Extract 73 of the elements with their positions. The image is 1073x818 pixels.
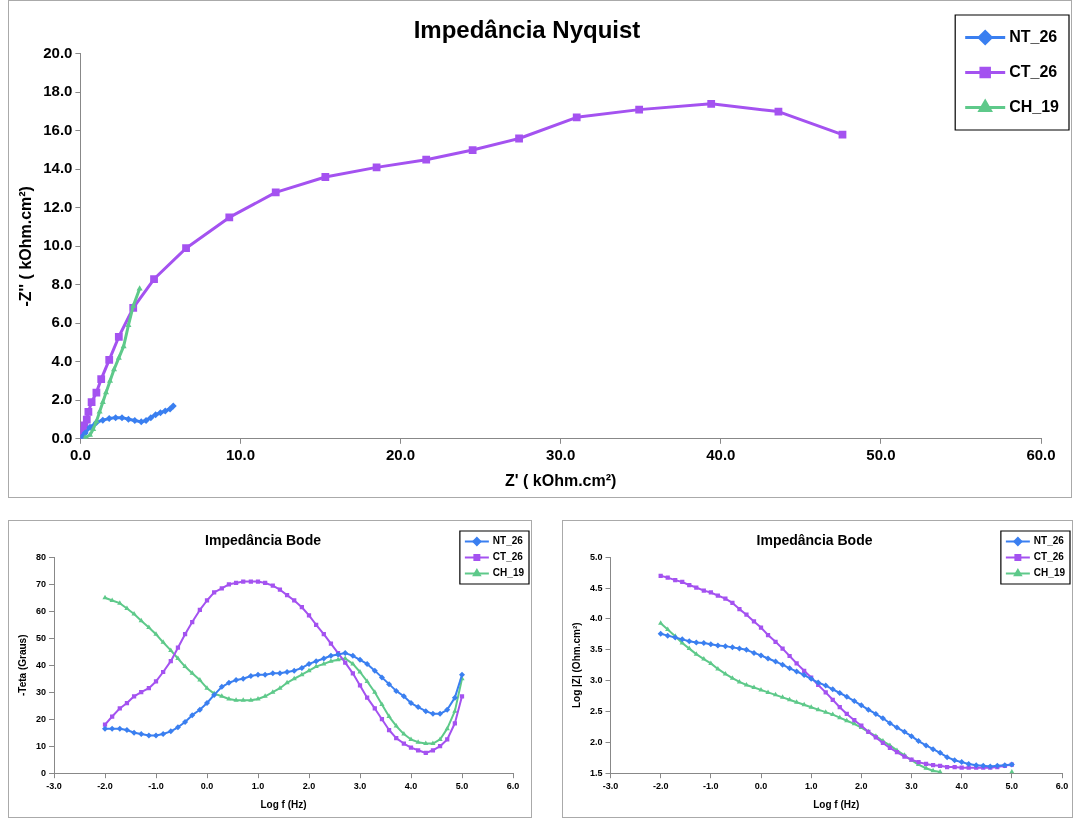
y-tick-label: 70: [36, 578, 47, 589]
x-tick-label: 40.0: [706, 445, 736, 463]
x-axis-title: Z' ( kOhm.cm²): [505, 471, 617, 489]
chart-title: Impedância Nyquist: [413, 16, 641, 44]
x-tick-label: 2.0: [855, 781, 868, 792]
y-tick-label: 3.5: [590, 644, 603, 655]
x-tick-label: 10.0: [225, 445, 256, 463]
y-tick-label: 50: [36, 632, 47, 643]
y-tick-label: 5.0: [590, 551, 603, 562]
y-tick-label: 20: [36, 713, 47, 724]
x-tick-label: 0.0: [69, 445, 91, 463]
x-tick-label: 5.0: [1005, 781, 1019, 792]
y-axis-title: -Teta (Graus): [16, 634, 28, 696]
chart-title: Impedância Bode: [756, 531, 873, 548]
y-tick-label: 14.0: [43, 159, 73, 177]
x-tick-label: 1.0: [804, 781, 818, 792]
x-tick-label: 6.0: [506, 781, 520, 792]
x-tick-label: -3.0: [602, 781, 619, 792]
y-tick-label: 12.0: [43, 197, 73, 215]
y-tick-label: 2.5: [590, 706, 603, 716]
x-tick-label: 3.0: [905, 781, 918, 792]
legend-label: NT_26: [1009, 27, 1058, 45]
x-tick-label: 1.0: [251, 781, 265, 792]
legend-label: NT_26: [492, 535, 524, 547]
y-tick-label: 4.5: [590, 582, 603, 593]
y-tick-label: 40: [36, 659, 47, 670]
x-tick-label: 2.0: [302, 781, 316, 792]
chart-title: Impedância Bode: [205, 531, 322, 548]
x-tick-label: 20.0: [385, 445, 416, 463]
legend-label: CT_26: [1033, 551, 1065, 563]
x-tick-label: 3.0: [353, 781, 367, 792]
x-tick-label: -3.0: [46, 781, 62, 792]
x-tick-label: 6.0: [1055, 781, 1069, 792]
legend-label: CT_26: [492, 551, 524, 563]
y-tick-label: 80: [36, 551, 47, 562]
legend-label: CH_19: [492, 567, 525, 579]
y-tick-label: 4.0: [51, 351, 73, 369]
y-tick-label: 30: [36, 686, 47, 697]
x-tick-label: -2.0: [97, 781, 113, 792]
x-tick-label: -1.0: [148, 781, 164, 792]
y-tick-label: 2.0: [51, 390, 73, 408]
y-axis-title: Log |Z| (Ohm.cm²): [570, 622, 582, 709]
y-tick-label: 18.0: [43, 82, 73, 100]
y-tick-label: 10: [36, 740, 47, 751]
x-tick-label: 30.0: [546, 445, 576, 463]
x-tick-label: -1.0: [703, 781, 719, 792]
y-tick-label: 6.0: [51, 313, 73, 331]
x-tick-label: 5.0: [455, 781, 469, 792]
x-tick-label: 4.0: [955, 781, 968, 792]
y-tick-label: 16.0: [43, 120, 73, 138]
x-tick-label: 4.0: [404, 781, 418, 792]
x-tick-label: 50.0: [866, 445, 896, 463]
y-tick-label: 60: [36, 605, 47, 616]
x-tick-label: -2.0: [652, 781, 669, 792]
legend-label: CH_19: [1009, 97, 1060, 115]
y-tick-label: 2.0: [590, 736, 603, 747]
legend-label: CT_26: [1009, 62, 1058, 80]
legend-label: CH_19: [1033, 567, 1066, 579]
x-tick-label: 60.0: [1026, 445, 1056, 463]
x-axis-title: Log f (Hz): [260, 798, 307, 810]
x-axis-title: Log f (Hz): [813, 798, 860, 810]
y-tick-label: 0.0: [51, 428, 73, 446]
y-axis-title: -Z'' ( kOhm.cm²): [17, 186, 35, 307]
y-tick-label: 4.0: [590, 613, 603, 624]
y-tick-label: 0: [41, 767, 47, 778]
y-tick-label: 1.5: [590, 767, 603, 778]
y-tick-label: 8.0: [51, 274, 73, 292]
x-tick-label: 0.0: [200, 781, 214, 792]
x-tick-label: 0.0: [754, 781, 768, 792]
legend-label: NT_26: [1033, 535, 1065, 547]
y-tick-label: 10.0: [43, 236, 73, 254]
y-tick-label: 20.0: [43, 43, 73, 61]
y-tick-label: 3.0: [590, 675, 603, 686]
